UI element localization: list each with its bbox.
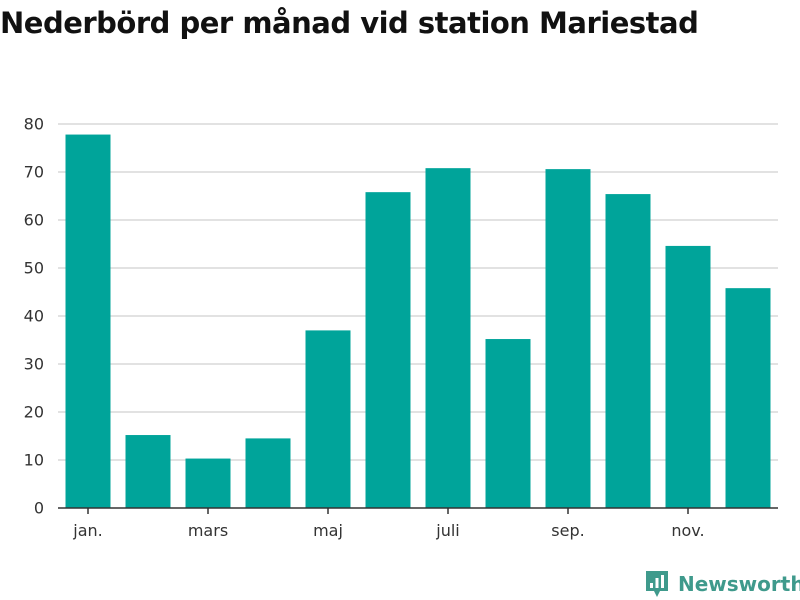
bar-juli <box>425 168 471 508</box>
y-tick-label: 70 <box>24 163 44 182</box>
y-tick-label: 30 <box>24 355 44 374</box>
x-tick-label: maj <box>313 521 343 540</box>
gridlines <box>58 123 778 461</box>
y-tick-label: 40 <box>24 307 44 326</box>
bar-apr <box>245 438 291 508</box>
x-tick-label: mars <box>188 521 228 540</box>
bar-mars <box>185 458 231 508</box>
bars <box>65 134 771 509</box>
bar-sep <box>545 169 591 508</box>
x-tick-label: sep. <box>551 521 584 540</box>
x-tick-label: juli <box>435 521 459 540</box>
newsworthy-logo-icon <box>646 571 668 597</box>
bar-nov <box>665 245 711 509</box>
bar-juni <box>365 192 411 508</box>
bar-okt <box>605 194 651 508</box>
brand-name: Newsworthy <box>678 572 800 596</box>
y-tick-label: 10 <box>24 451 44 470</box>
bar-maj <box>305 330 351 508</box>
y-tick-label: 60 <box>24 211 44 230</box>
y-tick-label: 0 <box>34 499 44 518</box>
bar-aug <box>485 339 531 508</box>
y-tick-label: 80 <box>24 115 44 134</box>
y-tick-label: 20 <box>24 403 44 422</box>
y-tick-label: 50 <box>24 259 44 278</box>
y-axis-ticks: 0 10 20 30 40 50 60 70 80 <box>24 115 44 518</box>
x-tick-label: jan. <box>72 521 102 540</box>
bar-jan <box>65 134 111 508</box>
newsworthy-brand: Newsworthy <box>644 569 800 599</box>
x-tick-label: nov. <box>671 521 704 540</box>
x-axis-ticks: jan. mars maj juli sep. nov. <box>72 508 705 540</box>
chart-title: Nederbörd per månad vid station Mariesta… <box>0 6 699 40</box>
bar-feb <box>125 435 171 508</box>
bar-dec <box>725 288 771 508</box>
